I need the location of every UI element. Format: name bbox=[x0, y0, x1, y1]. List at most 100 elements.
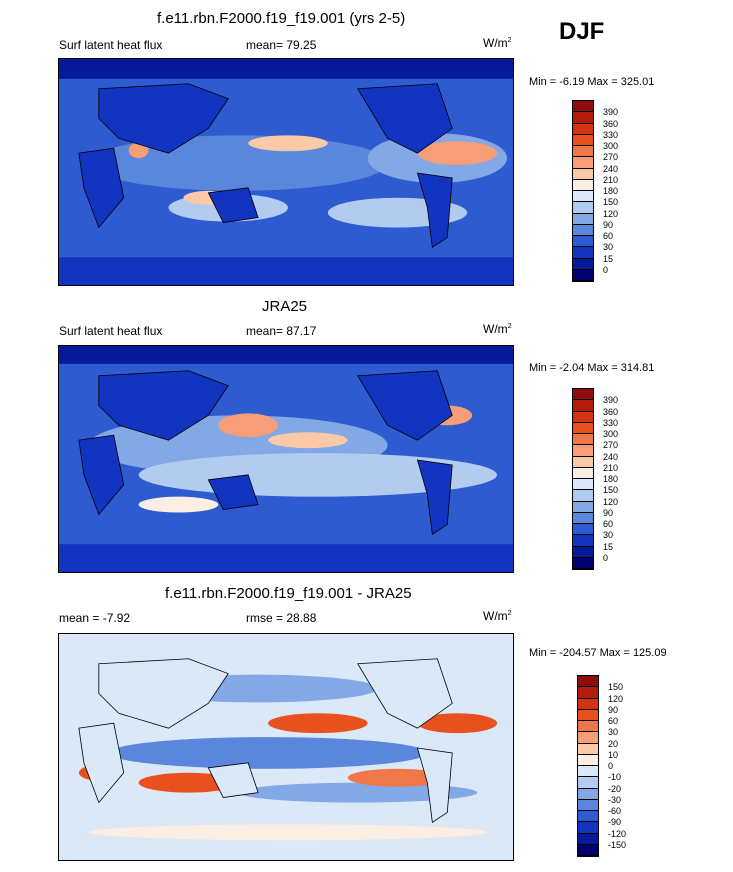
colorbar-swatch bbox=[578, 833, 598, 845]
colorbar-swatch bbox=[573, 400, 593, 412]
colorbar-label: 210 bbox=[603, 174, 619, 185]
colorbar-swatch bbox=[573, 557, 593, 569]
colorbar-swatch bbox=[573, 490, 593, 502]
colorbar-label: 150 bbox=[608, 682, 624, 693]
colorbar-label: 330 bbox=[603, 417, 619, 428]
colorbar-swatch bbox=[573, 213, 593, 225]
colorbar-label: 330 bbox=[603, 129, 619, 140]
colorbar-swatch bbox=[573, 501, 593, 513]
colorbar-label: 120 bbox=[608, 693, 624, 704]
panel-1-variable-label: Surf latent heat flux bbox=[59, 38, 163, 52]
panel-2-title: JRA25 bbox=[262, 298, 308, 315]
units-base: W/m bbox=[483, 322, 508, 336]
colorbar-swatch bbox=[578, 811, 598, 823]
colorbar-swatch bbox=[573, 112, 593, 124]
colorbar-label: 210 bbox=[603, 462, 619, 473]
panel-2-minmax: Min = -2.04 Max = 314.81 bbox=[529, 362, 655, 374]
panel-3-title: f.e11.rbn.F2000.f19_f19.001 - JRA25 bbox=[165, 585, 412, 602]
colorbar-label: 150 bbox=[603, 197, 619, 208]
panel-1-units: W/m2 bbox=[483, 36, 512, 50]
colorbar-swatch bbox=[573, 524, 593, 536]
colorbar-swatch bbox=[578, 766, 598, 778]
colorbar-swatch bbox=[578, 844, 598, 856]
colorbar-swatch bbox=[578, 721, 598, 733]
colorbar-label: 360 bbox=[603, 406, 619, 417]
colorbar-label: 390 bbox=[603, 107, 619, 118]
colorbar-swatch bbox=[573, 236, 593, 248]
colorbar-swatch bbox=[573, 168, 593, 180]
colorbar-swatch bbox=[573, 456, 593, 468]
units-base: W/m bbox=[483, 609, 508, 623]
colorbar-swatch bbox=[573, 512, 593, 524]
units-exponent: 2 bbox=[507, 37, 512, 44]
colorbar-swatch bbox=[573, 101, 593, 113]
units-exponent: 2 bbox=[507, 610, 512, 617]
colorbar-label: 240 bbox=[603, 451, 619, 462]
panel-3-colorbar: 150 120 90 60 30 20 10 0 -10 -20 -30 -60 -90 -120 -150 bbox=[577, 675, 626, 857]
colorbar-label: 360 bbox=[603, 118, 619, 129]
colorbar-label: 180 bbox=[603, 474, 619, 484]
panel-2-map bbox=[58, 345, 514, 573]
season-label: DJF bbox=[559, 18, 605, 45]
panel-1-mean-label: mean= 79.25 bbox=[246, 38, 317, 52]
colorbar-swatch bbox=[578, 777, 598, 789]
colorbar-label: 10 bbox=[608, 749, 619, 760]
colorbar-label: -60 bbox=[608, 806, 622, 816]
colorbar-swatch bbox=[573, 157, 593, 169]
colorbar-label: 240 bbox=[603, 163, 619, 174]
colorbar-swatch bbox=[578, 709, 598, 721]
colorbar-label: 20 bbox=[608, 738, 619, 749]
colorbar-swatch bbox=[573, 123, 593, 135]
colorbar-label: 0 bbox=[603, 552, 609, 563]
units-exponent: 2 bbox=[507, 323, 512, 330]
colorbar-label: 270 bbox=[603, 152, 619, 163]
colorbar-label: 30 bbox=[603, 242, 614, 253]
panel-2-colorbar: 390 360 330 300 270 240 210 180 150 120 90 60 30 15 0 bbox=[572, 388, 618, 570]
colorbar-swatch bbox=[573, 546, 593, 558]
colorbar-label: -30 bbox=[608, 794, 622, 805]
colorbar-label: 300 bbox=[603, 141, 619, 151]
colorbar-swatch bbox=[573, 479, 593, 491]
panel-3-mean-label: mean = -7.92 bbox=[59, 611, 131, 625]
colorbar-label: -20 bbox=[608, 783, 622, 794]
colorbar-label: 150 bbox=[603, 485, 619, 496]
panel-1-title: f.e11.rbn.F2000.f19_f19.001 (yrs 2-5) bbox=[157, 10, 406, 27]
colorbar-swatch bbox=[578, 822, 598, 834]
colorbar-label: 60 bbox=[608, 716, 619, 726]
colorbar-swatch bbox=[573, 389, 593, 401]
colorbar-swatch bbox=[573, 146, 593, 158]
colorbar-label: 15 bbox=[603, 541, 614, 552]
colorbar-swatch bbox=[578, 754, 598, 766]
colorbar-swatch bbox=[578, 732, 598, 744]
colorbar-swatch bbox=[578, 788, 598, 800]
colorbar-label: -150 bbox=[608, 839, 627, 850]
colorbar-swatch bbox=[573, 422, 593, 434]
colorbar-label: 270 bbox=[603, 440, 619, 451]
units-base: W/m bbox=[483, 36, 508, 50]
colorbar-label: 60 bbox=[603, 519, 614, 529]
colorbar-label: 30 bbox=[603, 530, 614, 541]
panel-2-variable-label: Surf latent heat flux bbox=[59, 324, 163, 338]
colorbar-swatch bbox=[578, 698, 598, 710]
panel-2-units: W/m2 bbox=[483, 322, 512, 336]
panel-1-colorbar: 390 360 330 300 270 240 210 180 150 120 90 60 30 15 0 bbox=[572, 100, 618, 282]
colorbar-swatch bbox=[573, 202, 593, 214]
colorbar-label: 0 bbox=[608, 761, 614, 771]
panel-3-units: W/m2 bbox=[483, 609, 512, 623]
colorbar-swatch bbox=[573, 258, 593, 270]
colorbar-swatch bbox=[573, 191, 593, 203]
colorbar-label: 60 bbox=[603, 231, 614, 241]
panel-1-minmax: Min = -6.19 Max = 325.01 bbox=[529, 76, 655, 88]
colorbar-label: 90 bbox=[603, 507, 614, 518]
colorbar-label: 90 bbox=[608, 704, 619, 715]
colorbar-label: 15 bbox=[603, 253, 614, 264]
colorbar-swatch bbox=[573, 535, 593, 547]
colorbar-swatch bbox=[573, 434, 593, 446]
colorbar-swatch bbox=[573, 179, 593, 191]
colorbar-label: 90 bbox=[603, 219, 614, 230]
colorbar-swatch bbox=[573, 134, 593, 146]
colorbar-label: -10 bbox=[608, 772, 622, 783]
panel-3-rmse-label: rmse = 28.88 bbox=[246, 611, 317, 625]
colorbar-label: -120 bbox=[608, 828, 627, 839]
colorbar-swatch bbox=[573, 269, 593, 281]
